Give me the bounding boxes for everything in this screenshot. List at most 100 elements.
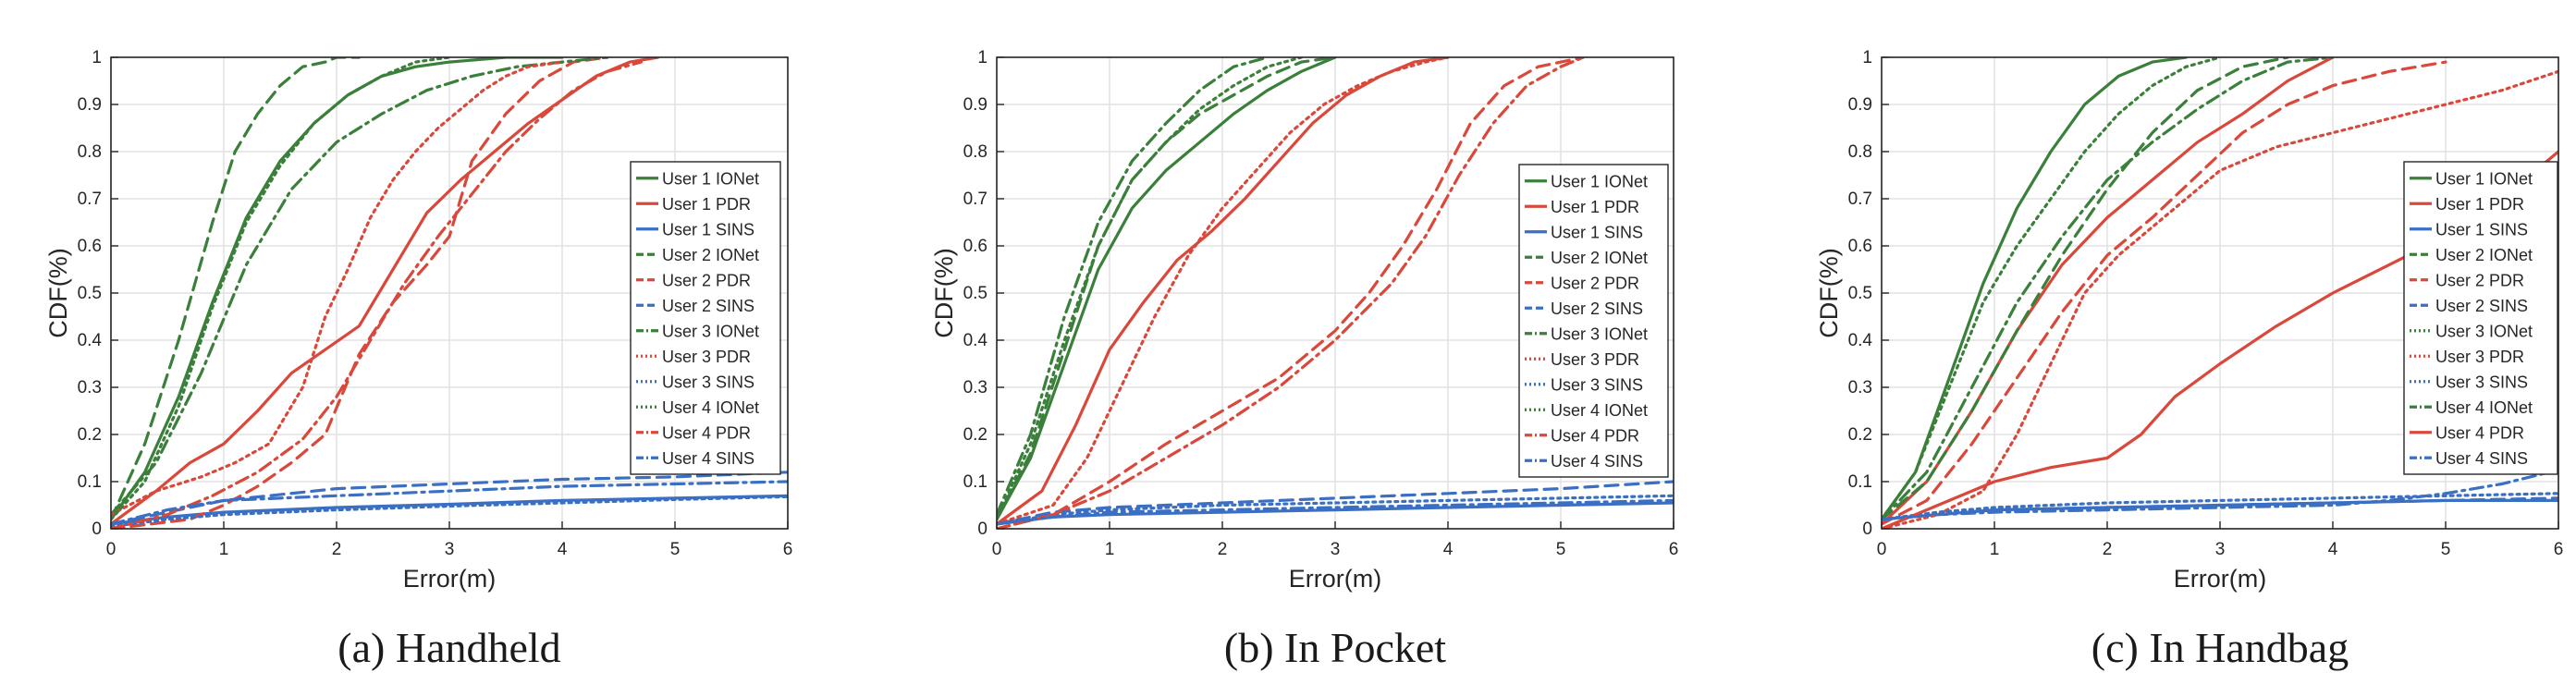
legend-entry-label: User 2 SINS <box>1551 300 1643 318</box>
legend-entry-label: User 1 PDR <box>1551 198 1639 216</box>
legend-entry-label: User 2 PDR <box>1551 274 1639 292</box>
series-line-8 <box>1882 69 2558 529</box>
series-line-8 <box>111 60 564 517</box>
y-tick-label: 0.1 <box>963 472 987 492</box>
series-line-11 <box>111 60 644 529</box>
chart-panel-1: 0 1 2 3 4 5 6 0 0.1 0.2 0.3 0.4 0.5 0.6 0.7 0.8 0.9 1 Erro… <box>44 48 792 671</box>
x-tick-label: 2 <box>332 540 342 559</box>
x-tick-label: 4 <box>2328 540 2338 559</box>
legend-entry-label: User 4 SINS <box>2435 449 2528 468</box>
series-line-5 <box>997 57 1586 529</box>
legend-box <box>630 161 781 475</box>
x-tick-label: 6 <box>2554 540 2564 559</box>
y-tick-label: 0.3 <box>1848 378 1872 397</box>
y-tick-label: 0.3 <box>963 378 987 397</box>
series-line-12 <box>1882 468 2558 521</box>
y-tick-label: 0.9 <box>1848 95 1872 115</box>
legend-entry-label: User 1 IONet <box>2435 169 2533 188</box>
legend-entry-label: User 3 PDR <box>1551 350 1639 369</box>
legend-entry-label: User 4 SINS <box>662 449 754 468</box>
legend-entry-label: User 3 SINS <box>662 373 754 391</box>
legend-entry-label: User 4 PDR <box>2435 423 2524 442</box>
series-line-7 <box>111 57 609 517</box>
chart-panel-2: 0 1 2 3 4 5 6 0 0.1 0.2 0.3 0.4 0.5 0.6 0.7 0.8 0.9 1 Erro… <box>930 48 1678 671</box>
y-axis-label: CDF(%) <box>1815 248 1843 337</box>
series-line-7 <box>1882 57 2222 521</box>
y-tick-label: 0.5 <box>963 284 987 303</box>
y-tick-label: 0.3 <box>78 378 102 397</box>
x-tick-label: 3 <box>445 540 455 559</box>
series-line-12 <box>111 480 788 526</box>
x-axis-label: Error(m) <box>403 565 496 593</box>
legend-entry-label: User 1 SINS <box>2435 220 2528 238</box>
legend-entry-label: User 2 PDR <box>2435 271 2524 289</box>
y-tick-label: 0 <box>977 520 987 539</box>
series-line-4 <box>111 57 361 521</box>
legend-entry-label: User 4 IONet <box>2435 398 2533 417</box>
series-line-10 <box>1882 57 2335 521</box>
y-tick-label: 0.2 <box>78 425 102 445</box>
legend-entry-label: User 1 SINS <box>1551 223 1643 241</box>
x-tick-label: 0 <box>106 540 117 559</box>
y-tick-label: 0.1 <box>1848 472 1872 492</box>
y-tick-label: 0.7 <box>78 190 102 209</box>
y-tick-label: 0.2 <box>1848 425 1872 445</box>
series-line-10 <box>997 57 1304 521</box>
series-line-7 <box>997 57 1270 517</box>
y-tick-label: 1 <box>92 48 102 67</box>
x-tick-label: 6 <box>1669 540 1679 559</box>
y-tick-label: 0.4 <box>78 331 103 350</box>
legend: User 1 IONet User 1 PDR User 1 SINS User 2 … <box>1518 164 1669 478</box>
x-tick-label: 2 <box>2103 540 2113 559</box>
legend-entry-label: User 1 SINS <box>662 220 754 238</box>
legend-entry-label: User 4 IONet <box>1551 401 1648 420</box>
chart-panel-3: 0 1 2 3 4 5 6 0 0.1 0.2 0.3 0.4 0.5 0.6 0.7 0.8 0.9 1 Erro… <box>1815 48 2563 671</box>
y-tick-label: 0.7 <box>963 190 987 209</box>
x-axis-label: Error(m) <box>2174 565 2266 593</box>
series-line-4 <box>1882 57 2289 521</box>
y-tick-label: 1 <box>1862 48 1872 67</box>
x-tick-label: 1 <box>219 540 229 559</box>
series-line-6 <box>111 471 788 526</box>
series-line-9 <box>997 494 1674 526</box>
y-tick-label: 0.6 <box>1848 237 1872 256</box>
x-tick-label: 3 <box>2215 540 2226 559</box>
series-line-4 <box>997 57 1337 521</box>
x-tick-label: 5 <box>2441 540 2451 559</box>
legend-entry-label: User 3 SINS <box>1551 375 1643 394</box>
series-line-3 <box>111 494 788 526</box>
panel-caption: (b) In Pocket <box>1224 624 1446 671</box>
y-tick-label: 0.6 <box>963 237 987 256</box>
x-tick-label: 0 <box>1877 540 1887 559</box>
legend-entry-label: User 3 PDR <box>2435 348 2524 366</box>
legend-entry-label: User 3 IONet <box>1551 324 1648 343</box>
legend-entry-label: User 2 SINS <box>2435 297 2528 315</box>
legend-entry-label: User 4 PDR <box>662 423 751 442</box>
legend-entry-label: User 3 IONet <box>662 322 759 340</box>
legend-entry-label: User 4 IONet <box>662 398 759 417</box>
y-tick-label: 0.9 <box>78 95 102 115</box>
y-tick-label: 0.8 <box>963 142 987 162</box>
legend: User 1 IONet User 1 PDR User 1 SINS User 2 … <box>2403 161 2558 475</box>
y-axis-label: CDF(%) <box>930 248 958 337</box>
y-tick-label: 0.4 <box>963 331 988 350</box>
legend: User 1 IONet User 1 PDR User 1 SINS User 2 … <box>630 161 781 475</box>
x-tick-label: 3 <box>1331 540 1341 559</box>
series-line-10 <box>111 57 451 521</box>
series-line-12 <box>997 498 1674 526</box>
legend-entry-label: User 3 IONet <box>2435 322 2533 340</box>
series-line-9 <box>111 495 788 529</box>
series-line-1 <box>1882 57 2188 521</box>
y-tick-label: 0.8 <box>78 142 102 162</box>
x-tick-label: 1 <box>1990 540 2000 559</box>
legend-entry-label: User 1 PDR <box>2435 195 2524 214</box>
y-tick-label: 0 <box>1862 520 1872 539</box>
x-tick-label: 0 <box>992 540 1002 559</box>
series-line-11 <box>997 57 1586 529</box>
legend-entry-label: User 4 PDR <box>1551 426 1639 445</box>
legend-entry-label: User 1 IONet <box>1551 172 1648 190</box>
y-tick-label: 0.5 <box>1848 284 1872 303</box>
y-tick-label: 1 <box>977 48 987 67</box>
x-tick-label: 1 <box>1105 540 1115 559</box>
